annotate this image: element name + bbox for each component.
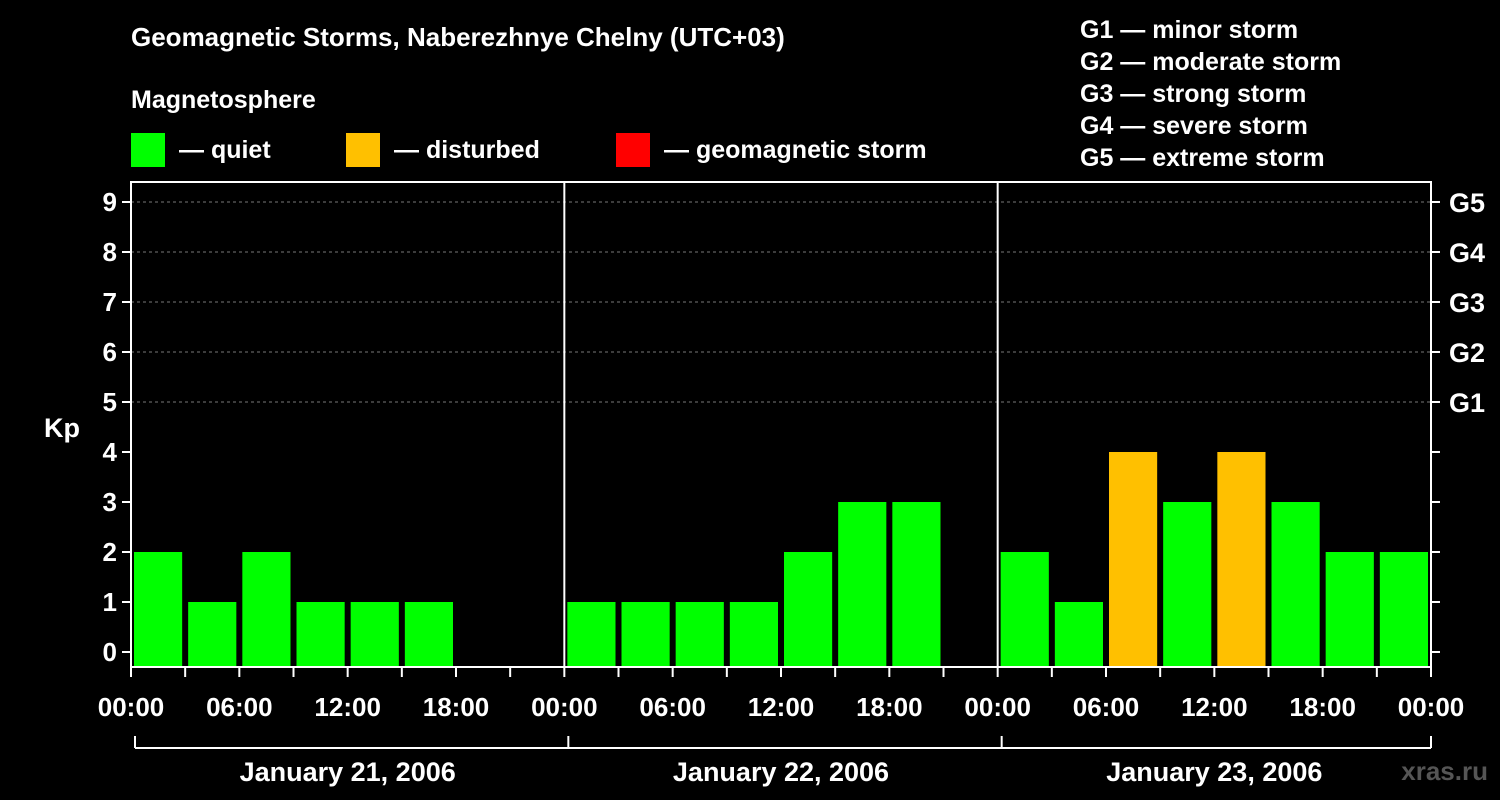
legend-item-disturbed: — disturbed — [346, 133, 540, 167]
kp-bar — [1163, 502, 1212, 667]
g-scale-label: G3 — [1449, 288, 1485, 318]
y-tick-label: 9 — [103, 187, 117, 217]
kp-bar — [188, 602, 237, 667]
legend-swatch-quiet — [131, 133, 165, 167]
x-tick-label: 00:00 — [964, 692, 1031, 722]
kp-bar — [1054, 602, 1103, 667]
y-tick-label: 3 — [103, 487, 117, 517]
legend-item-storm: — geomagnetic storm — [616, 133, 927, 167]
kp-bar — [1000, 552, 1049, 667]
storm-scale-legend: G1 — minor storm G2 — moderate storm G3 … — [1080, 14, 1341, 174]
y-tick-label: 6 — [103, 337, 117, 367]
watermark: xras.ru — [1401, 756, 1488, 786]
y-tick-label: 7 — [103, 287, 117, 317]
x-tick-label: 06:00 — [1073, 692, 1140, 722]
y-axis-label: Kp — [44, 413, 80, 443]
kp-bar — [296, 602, 345, 667]
y-tick-label: 4 — [103, 437, 118, 467]
legend-label-quiet: — quiet — [179, 135, 271, 164]
x-tick-label: 18:00 — [856, 692, 923, 722]
chart-title: Geomagnetic Storms, Naberezhnye Chelny (… — [131, 22, 785, 52]
kp-bar — [1271, 502, 1320, 667]
y-tick-label: 2 — [103, 537, 117, 567]
x-tick-label: 06:00 — [639, 692, 706, 722]
y-tick-label: 0 — [103, 637, 117, 667]
kp-bar — [1217, 452, 1266, 667]
kp-bar — [784, 552, 833, 667]
kp-bar — [567, 602, 616, 667]
storm-scale-g5: G5 — extreme storm — [1080, 144, 1325, 172]
x-tick-label: 00:00 — [531, 692, 598, 722]
y-tick-label: 5 — [103, 387, 117, 417]
x-tick-label: 12:00 — [748, 692, 815, 722]
kp-bar — [1325, 552, 1374, 667]
kp-bar — [892, 502, 941, 667]
kp-bar — [675, 602, 724, 667]
x-tick-label: 12:00 — [314, 692, 381, 722]
x-tick-label: 18:00 — [1289, 692, 1356, 722]
kp-bar — [1109, 452, 1158, 667]
storm-scale-g3: G3 — strong storm — [1080, 80, 1307, 108]
date-label: January 23, 2006 — [1106, 757, 1322, 787]
kp-bar — [838, 502, 887, 667]
x-tick-label: 06:00 — [206, 692, 273, 722]
date-label: January 22, 2006 — [673, 757, 889, 787]
legend-item-quiet: — quiet — [131, 133, 271, 167]
g-scale-label: G5 — [1449, 188, 1485, 218]
kp-bar — [404, 602, 453, 667]
legend-swatch-storm — [616, 133, 650, 167]
legend-label-disturbed: — disturbed — [394, 135, 540, 164]
legend-title: Magnetosphere — [131, 86, 316, 114]
x-tick-label: 00:00 — [98, 692, 165, 722]
kp-bar — [134, 552, 183, 667]
date-label: January 21, 2006 — [240, 757, 456, 787]
kp-bar — [621, 602, 670, 667]
legend-swatch-disturbed — [346, 133, 380, 167]
g-scale-label: G2 — [1449, 338, 1485, 368]
y-tick-label: 8 — [103, 237, 117, 267]
g-scale-label: G4 — [1449, 238, 1485, 268]
legend-label-storm: — geomagnetic storm — [664, 135, 927, 164]
storm-scale-g4: G4 — severe storm — [1080, 112, 1308, 140]
kp-bar — [242, 552, 291, 667]
x-tick-label: 12:00 — [1181, 692, 1248, 722]
kp-bar — [729, 602, 778, 667]
kp-bar — [350, 602, 399, 667]
storm-scale-g2: G2 — moderate storm — [1080, 48, 1342, 76]
kp-bar — [1379, 552, 1428, 667]
x-tick-label: 00:00 — [1398, 692, 1465, 722]
x-tick-label: 18:00 — [423, 692, 490, 722]
y-tick-label: 1 — [103, 587, 117, 617]
g-scale-label: G1 — [1449, 388, 1485, 418]
storm-scale-g1: G1 — minor storm — [1080, 16, 1299, 44]
